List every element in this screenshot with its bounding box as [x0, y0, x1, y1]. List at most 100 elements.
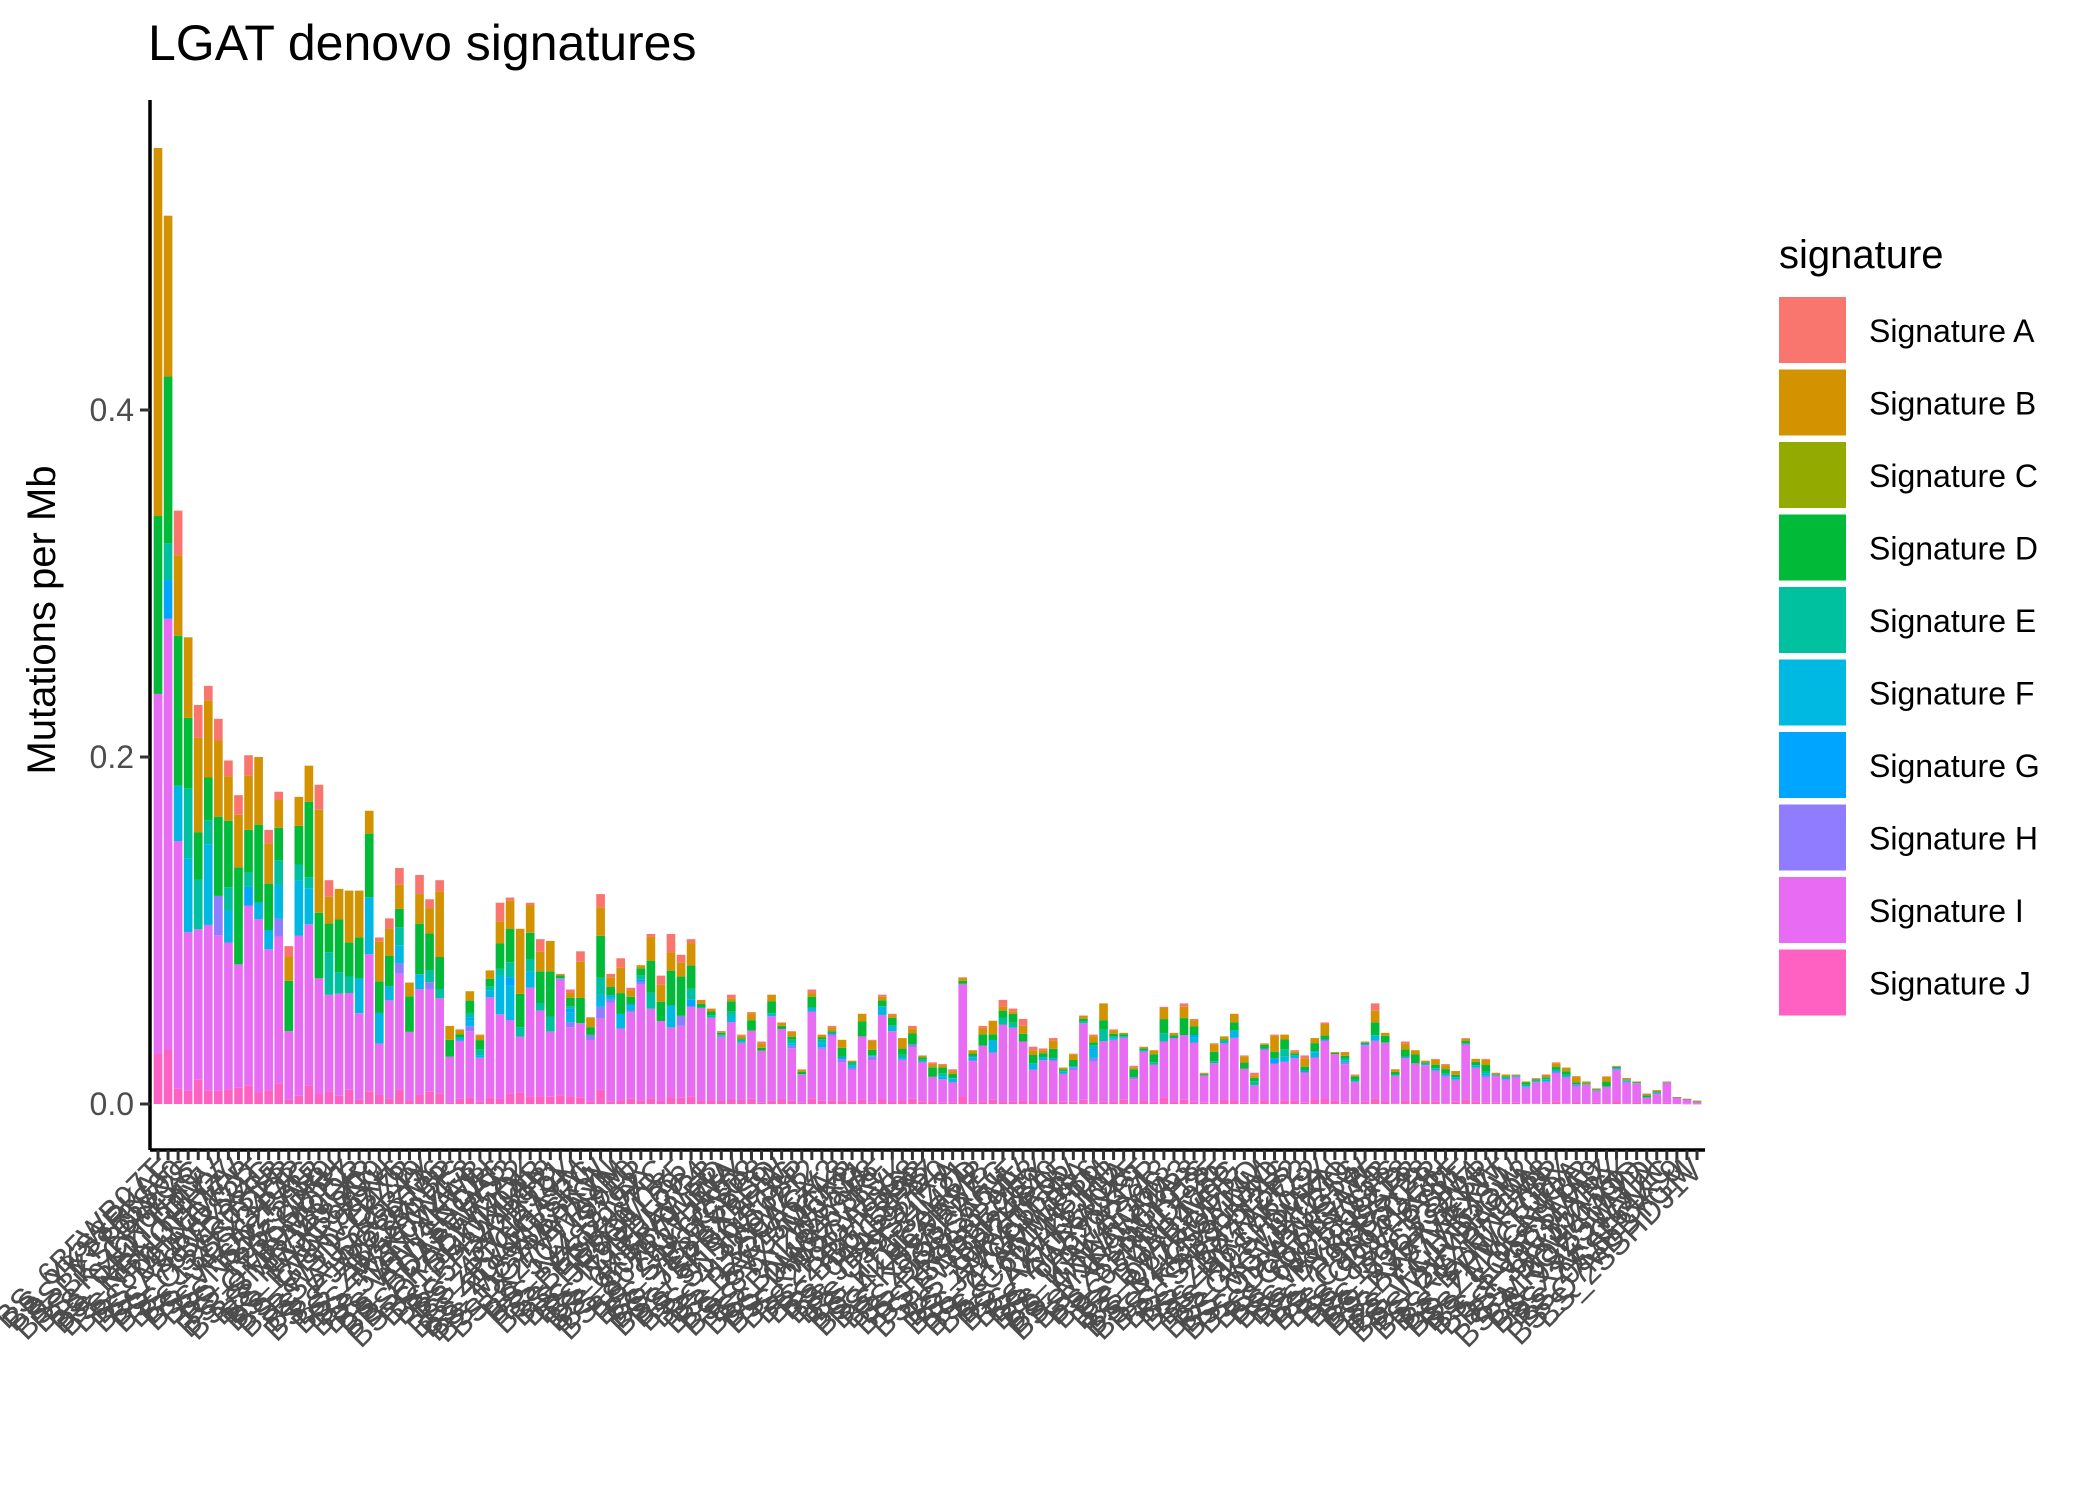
sample-bar — [1199, 1072, 1209, 1104]
sample-bar — [445, 1025, 455, 1104]
bar-segment — [455, 1029, 465, 1035]
bar-segment — [1511, 1076, 1521, 1077]
sample-bar — [676, 954, 686, 1104]
y-axis: 0.0 0.2 0.4 — [90, 100, 152, 1150]
bar-segment — [1662, 1081, 1672, 1083]
bar-segment — [1592, 1088, 1601, 1089]
bar-segment — [1390, 1071, 1400, 1075]
sample-bar — [1229, 1013, 1239, 1104]
bar-segment — [395, 963, 404, 974]
bar-segment — [887, 1101, 897, 1104]
bar-segment — [1400, 1100, 1410, 1104]
bar-segment — [324, 880, 334, 897]
bar-segment — [1421, 1063, 1430, 1065]
legend-item: Signature B — [1779, 369, 2036, 436]
x-tick-labels: BS_6B5WB07TBS_YKS8RKAFBS_YTT55S90BS_BKSR… — [0, 1151, 1710, 1355]
bar-segment — [867, 1056, 877, 1061]
sample-bar — [254, 757, 263, 1104]
sample-bar — [324, 880, 334, 1104]
legend-swatch — [1779, 587, 1846, 653]
bar-segment — [1340, 1055, 1350, 1059]
bar-segment — [1561, 1077, 1571, 1104]
bar-segment — [1250, 1085, 1259, 1103]
sample-bar — [1360, 1041, 1370, 1104]
bar-segment — [656, 1001, 666, 1021]
bar-segment — [274, 918, 284, 937]
bar-segment — [374, 981, 384, 1013]
bar-segment — [385, 918, 394, 929]
sample-bar — [1592, 1088, 1601, 1104]
sample-bar — [706, 1008, 716, 1104]
bar-segment — [988, 1099, 998, 1104]
bar-segment — [1139, 1050, 1149, 1052]
bar-segment — [1350, 1082, 1360, 1103]
bar-segment — [636, 975, 646, 980]
bar-segment — [1582, 1081, 1591, 1084]
bar-segment — [958, 978, 968, 981]
bar-segment — [918, 1057, 927, 1060]
bar-segment — [314, 912, 324, 979]
bar-segment — [978, 1025, 988, 1028]
bar-segment — [1672, 1097, 1682, 1104]
bar-segment — [1531, 1081, 1541, 1083]
bar-segment — [636, 1100, 646, 1104]
bar-segment — [1260, 1049, 1269, 1101]
bar-segment — [566, 1006, 575, 1009]
bar-segment — [938, 1067, 947, 1074]
bar-segment — [354, 978, 364, 1014]
bar-segment — [877, 996, 887, 1001]
bar-segment — [606, 999, 615, 1003]
sample-bar — [1260, 1043, 1269, 1104]
bar-segment — [1209, 1063, 1219, 1103]
sample-bar — [1642, 1093, 1652, 1105]
sample-bar — [1028, 1046, 1038, 1104]
bar-segment — [1652, 1092, 1662, 1093]
bar-segment — [1411, 1063, 1420, 1102]
bar-segment — [1541, 1077, 1551, 1079]
bar-segment — [1048, 1038, 1058, 1041]
sample-bar — [1672, 1097, 1682, 1105]
sample-bar — [837, 1039, 847, 1104]
bar-segment — [998, 1017, 1008, 1025]
bar-segment — [1139, 1047, 1149, 1049]
legend-item: Signature D — [1779, 514, 2038, 581]
bar-segment — [1481, 1058, 1491, 1060]
sample-bar — [1240, 1055, 1249, 1104]
bar-segment — [173, 635, 183, 786]
bar-segment — [395, 945, 404, 964]
bar-segment — [465, 1031, 475, 1098]
bar-segment — [1541, 1078, 1551, 1080]
bar-segment — [485, 986, 495, 991]
bar-segment — [1521, 1086, 1531, 1087]
bar-segment — [244, 872, 253, 887]
bar-segment — [716, 1035, 726, 1037]
bar-segment — [455, 1098, 465, 1104]
bar-segment — [1270, 1034, 1279, 1036]
bar-segment — [908, 1025, 917, 1029]
bar-segment — [797, 1074, 807, 1103]
sample-bar — [727, 994, 736, 1104]
bar-segment — [1250, 1081, 1259, 1086]
bar-segment — [777, 1098, 786, 1104]
bar-segment — [525, 905, 535, 933]
bar-segment — [706, 1017, 716, 1101]
sample-bar — [586, 1017, 595, 1104]
bar-segment — [807, 1011, 817, 1099]
bar-segment — [495, 902, 505, 922]
legend-label: Signature H — [1869, 821, 2038, 857]
sample-bar — [405, 982, 414, 1104]
bar-segment — [706, 1008, 716, 1010]
bar-segment — [1089, 1061, 1098, 1103]
bar-segment — [1069, 1066, 1078, 1068]
bar-segment — [1692, 1101, 1702, 1104]
bar-segment — [1018, 1100, 1028, 1104]
bar-segment — [827, 1032, 837, 1034]
bar-segment — [1219, 1043, 1229, 1100]
bar-segment — [837, 1100, 847, 1104]
bar-segment — [203, 685, 213, 701]
bar-segment — [1028, 1063, 1038, 1070]
bar-segment — [475, 1035, 485, 1041]
bar-segment — [1290, 1055, 1299, 1059]
bar-segment — [193, 737, 203, 833]
bar-segment — [1531, 1080, 1541, 1082]
